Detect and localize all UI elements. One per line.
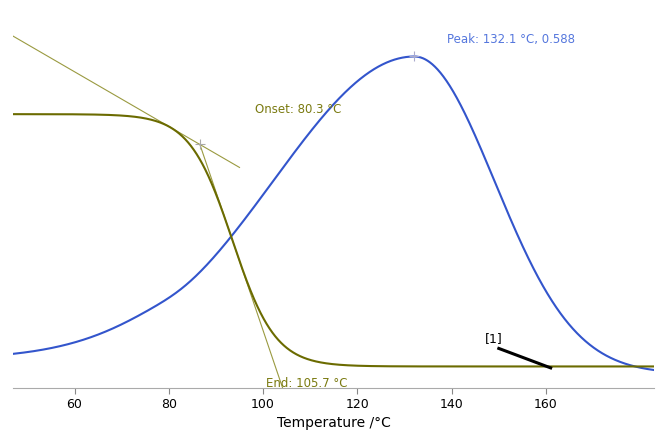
Text: Onset: 80.3 °C: Onset: 80.3 °C: [255, 103, 342, 116]
Text: End: 105.7 °C: End: 105.7 °C: [266, 377, 348, 390]
Text: Peak: 132.1 °C, 0.588: Peak: 132.1 °C, 0.588: [447, 33, 576, 46]
X-axis label: Temperature /°C: Temperature /°C: [277, 416, 391, 430]
Text: [1]: [1]: [485, 332, 502, 345]
